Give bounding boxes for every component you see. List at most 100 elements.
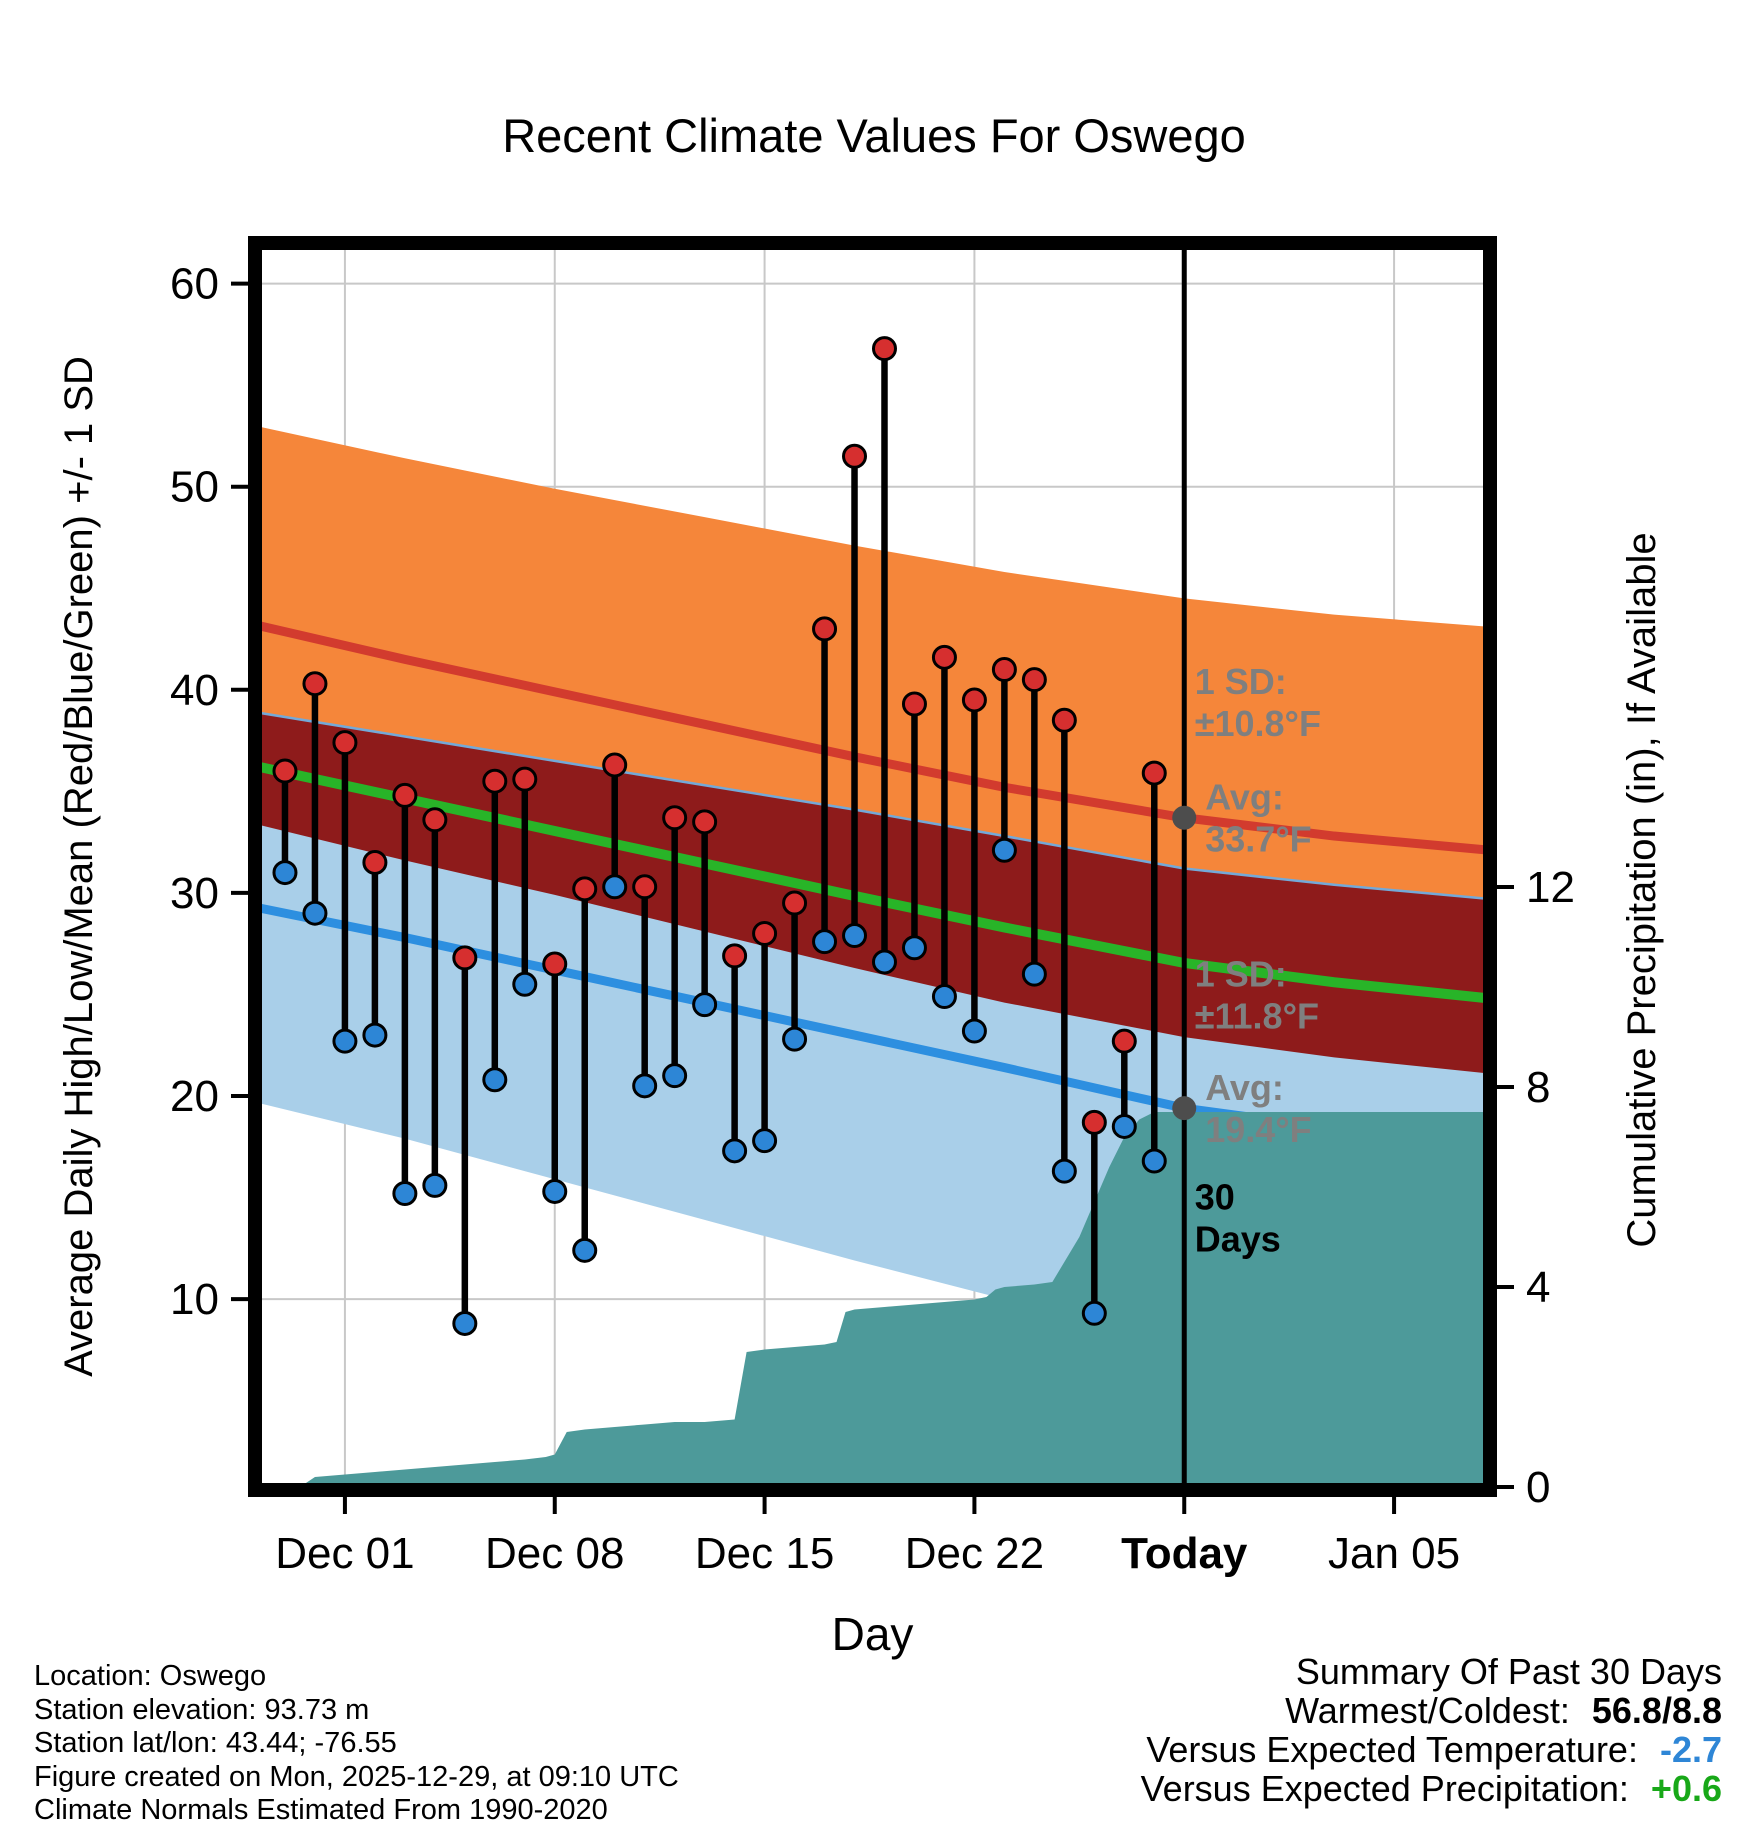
- low-dot: [692, 992, 718, 1018]
- y-right-tick-label: 8: [1526, 1063, 1550, 1112]
- y-left-tick-label: 30: [170, 869, 219, 918]
- station-latlon: Station lat/lon: 43.44; -76.55: [34, 1727, 397, 1759]
- low-dot: [452, 1310, 478, 1336]
- y-left-tick-label: 40: [170, 666, 219, 715]
- low-dot: [842, 923, 868, 949]
- high-dot: [272, 758, 298, 784]
- y-right-tick-label: 4: [1526, 1263, 1550, 1312]
- low-dot: [1051, 1158, 1077, 1184]
- x-tick-label: Dec 22: [905, 1529, 1044, 1578]
- low-dot: [542, 1178, 568, 1204]
- y-left-tick-label: 10: [170, 1275, 219, 1324]
- x-tick-label: Today: [1121, 1529, 1248, 1578]
- summary-value-0: 56.8/8.8: [1591, 1690, 1722, 1731]
- high-dot: [602, 752, 628, 778]
- high-dot: [422, 807, 448, 833]
- figure-created: Figure created on Mon, 2025-12-29, at 09…: [34, 1760, 679, 1793]
- low-dot: [482, 1067, 508, 1093]
- avg-marker: [1172, 805, 1197, 830]
- annotation: 30 Days: [1195, 1177, 1281, 1260]
- high-dot: [362, 849, 388, 875]
- overlap-band: [255, 712, 1490, 1074]
- plot-border: [248, 236, 1497, 1497]
- high-dot: [392, 782, 418, 808]
- normals-source: Climate Normals Estimated From 1990-2020: [34, 1794, 608, 1826]
- x-tick-label: Dec 15: [695, 1529, 834, 1578]
- low-dot: [362, 1022, 388, 1048]
- summary-row-vs-temperature: Versus Expected Temperature: -2.7: [1141, 1730, 1722, 1769]
- high-dot: [302, 671, 328, 697]
- high-dot: [332, 730, 358, 756]
- x-tick-label: Dec 08: [485, 1529, 624, 1578]
- low-dot: [512, 971, 538, 997]
- high-dot: [1051, 707, 1077, 733]
- annotation: Avg: 33.7°F: [1205, 777, 1311, 860]
- y-left-tick-label: 60: [170, 260, 219, 309]
- summary-label: Versus Expected Precipitation:: [1140, 1768, 1629, 1809]
- high-dot: [931, 644, 957, 670]
- high-dot: [662, 805, 688, 831]
- high-dot: [692, 809, 718, 835]
- annotation: Avg: 19.4°F: [1205, 1067, 1311, 1150]
- y-right-tick-label: 12: [1526, 863, 1575, 912]
- summary-row-warmest-coldest: Warmest/Coldest: 56.8/8.8: [1141, 1691, 1722, 1730]
- summary-panel: Summary Of Past 30 Days Warmest/Coldest:…: [1141, 1652, 1722, 1808]
- low-dot: [901, 935, 927, 961]
- annotation: 1 SD: ±11.8°F: [1195, 953, 1319, 1036]
- low-dot: [1081, 1300, 1107, 1326]
- summary-value-2: +0.6: [1650, 1768, 1722, 1809]
- high-dot: [632, 874, 658, 900]
- low-dot: [722, 1138, 748, 1164]
- summary-title: Summary Of Past 30 Days: [1295, 1651, 1722, 1692]
- station-elevation: Station elevation: 93.73 m: [34, 1693, 370, 1726]
- high-dot: [482, 768, 508, 794]
- station-info: Location: Oswego Station elevation: 93.7…: [34, 1660, 679, 1828]
- high-dot: [961, 687, 987, 713]
- low-dot: [422, 1172, 448, 1198]
- station-location: Location: Oswego: [34, 1660, 267, 1692]
- y-axis-label-right: Cumulative Precipitation (in), If Availa…: [1620, 532, 1664, 1247]
- avg-marker: [1172, 1096, 1197, 1121]
- low-dot: [662, 1063, 688, 1089]
- summary-label: Versus Expected Temperature:: [1146, 1729, 1638, 1770]
- x-tick-label: Dec 01: [275, 1529, 414, 1578]
- y-left-tick-label: 50: [170, 463, 219, 512]
- summary-row-vs-precipitation: Versus Expected Precipitation: +0.6: [1141, 1769, 1722, 1808]
- y-axis-label-left: Average Daily High/Low/Mean (Red/Blue/Gr…: [57, 356, 101, 1377]
- high-dot: [1021, 667, 1047, 693]
- high-dot: [1111, 1028, 1137, 1054]
- low-dot: [991, 837, 1017, 863]
- low-dot: [332, 1028, 358, 1054]
- high-dot: [782, 890, 808, 916]
- low-dot: [812, 929, 838, 955]
- summary-value-1: -2.7: [1659, 1729, 1722, 1770]
- annotation: 1 SD: ±10.8°F: [1195, 661, 1321, 744]
- high-dot: [871, 336, 897, 362]
- low-dot: [1021, 961, 1047, 987]
- high-dot: [542, 951, 568, 977]
- low-dot: [632, 1073, 658, 1099]
- summary-label: Warmest/Coldest:: [1285, 1690, 1570, 1731]
- high-dot: [752, 921, 778, 947]
- y-right-tick-label: 0: [1526, 1463, 1550, 1512]
- high-dot: [1141, 760, 1167, 786]
- high-dot: [1081, 1109, 1107, 1135]
- low-dot: [1111, 1113, 1137, 1139]
- y-left-tick-label: 20: [170, 1072, 219, 1121]
- high-dot: [572, 876, 598, 902]
- x-axis-label: Day: [832, 1608, 914, 1660]
- high-dot: [452, 945, 478, 971]
- low-dot: [752, 1128, 778, 1154]
- low-dot: [272, 860, 298, 886]
- cumulative-precip-area: [299, 1112, 1490, 1490]
- low-dot: [931, 983, 957, 1009]
- low-dot: [961, 1018, 987, 1044]
- high-dot: [901, 691, 927, 717]
- high-dot: [812, 616, 838, 642]
- axes: 10 20 30 40 50 60 0 4 8 12 Dec 01 Dec 08 Dec 15 Dec 2…: [170, 260, 1575, 1578]
- low-dot: [392, 1180, 418, 1206]
- high-dot: [842, 443, 868, 469]
- daily-observations: [272, 336, 1167, 1336]
- page-title: Recent Climate Values For Oswego: [502, 109, 1246, 162]
- high-dot: [991, 656, 1017, 682]
